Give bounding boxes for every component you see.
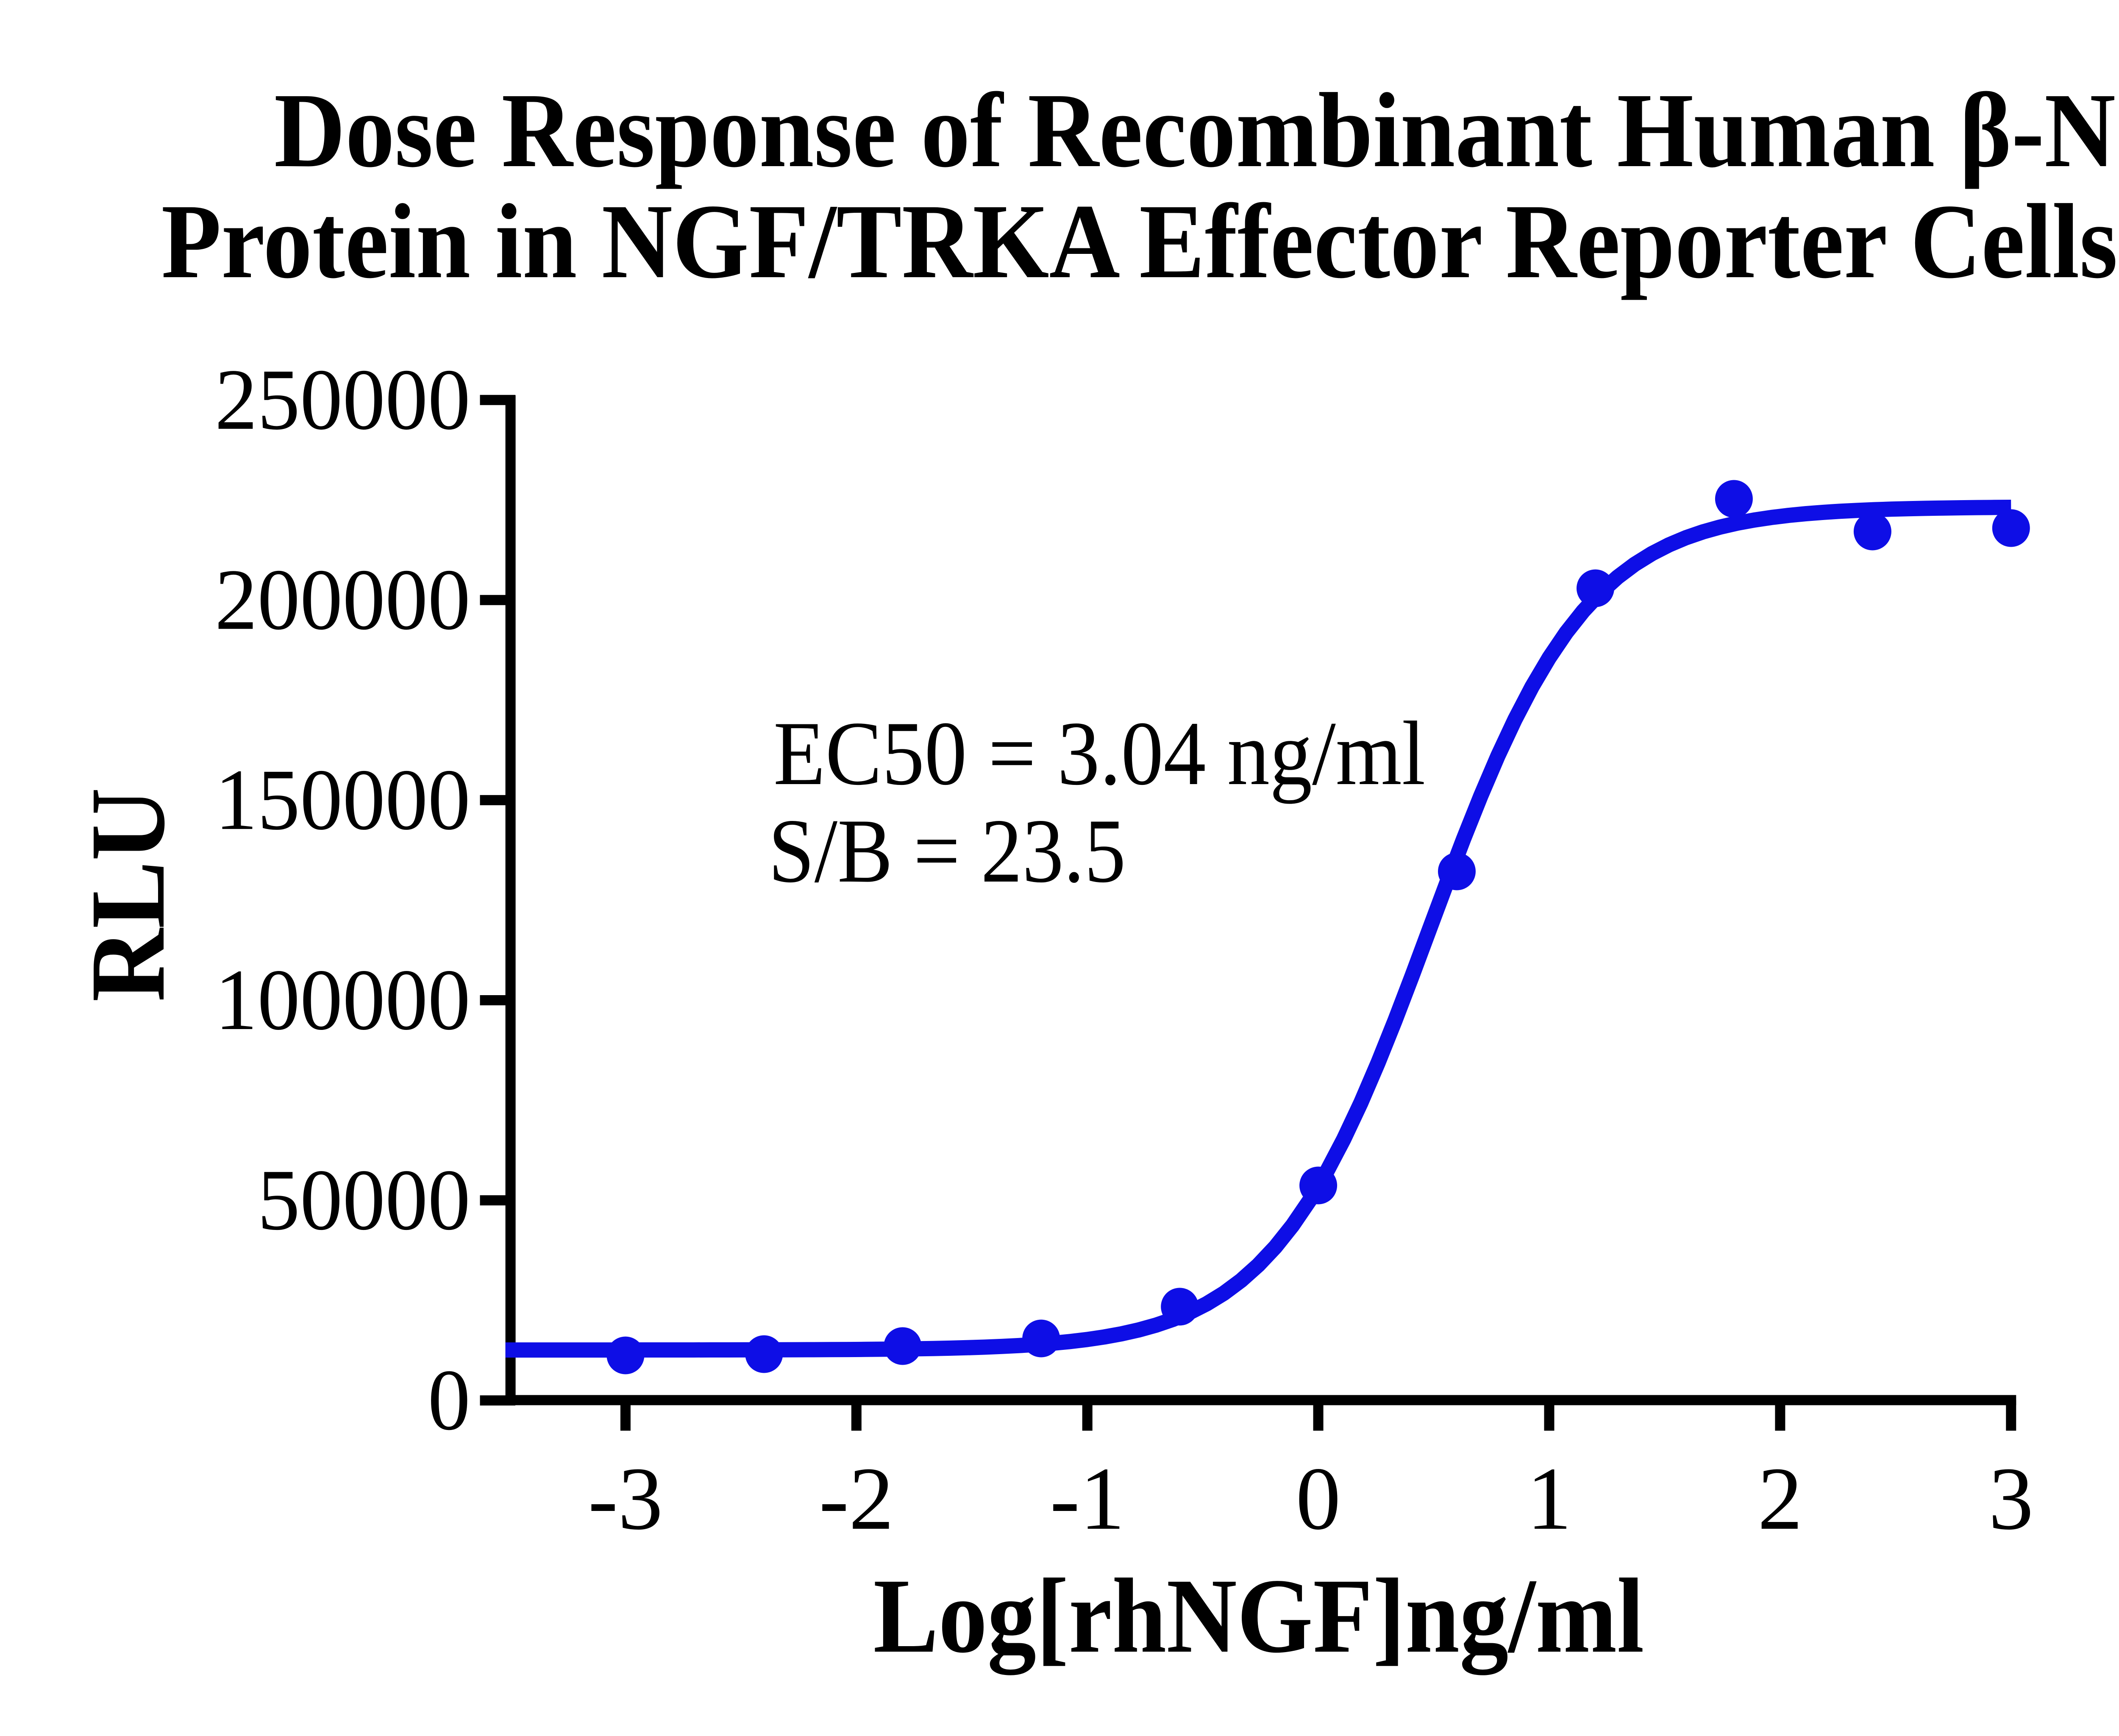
svg-text:100000: 100000 bbox=[215, 952, 470, 1049]
svg-text:-1: -1 bbox=[1050, 1449, 1125, 1548]
svg-text:Dose Response of Recombinant H: Dose Response of Recombinant Human β-NGF bbox=[274, 72, 2119, 189]
svg-text:-2: -2 bbox=[819, 1449, 894, 1548]
svg-text:200000: 200000 bbox=[215, 552, 470, 648]
svg-text:-3: -3 bbox=[588, 1449, 663, 1548]
svg-text:3: 3 bbox=[1988, 1449, 2033, 1548]
svg-text:50000: 50000 bbox=[257, 1152, 470, 1249]
svg-text:EC50 = 3.04 ng/ml: EC50 = 3.04 ng/ml bbox=[773, 703, 1425, 804]
svg-text:0: 0 bbox=[428, 1352, 470, 1449]
svg-text:Protein in NGF/TRKA Effector R: Protein in NGF/TRKA Effector Reporter Ce… bbox=[161, 182, 2119, 300]
svg-text:250000: 250000 bbox=[215, 352, 470, 448]
svg-text:1: 1 bbox=[1527, 1449, 1572, 1548]
svg-text:150000: 150000 bbox=[215, 752, 470, 849]
svg-text:RLU: RLU bbox=[69, 787, 187, 1002]
svg-text:Log[rhNGF]ng/ml: Log[rhNGF]ng/ml bbox=[873, 1557, 1644, 1675]
svg-text:S/B = 23.5: S/B = 23.5 bbox=[768, 800, 1126, 901]
svg-text:2: 2 bbox=[1757, 1449, 1802, 1548]
svg-text:0: 0 bbox=[1296, 1449, 1341, 1548]
